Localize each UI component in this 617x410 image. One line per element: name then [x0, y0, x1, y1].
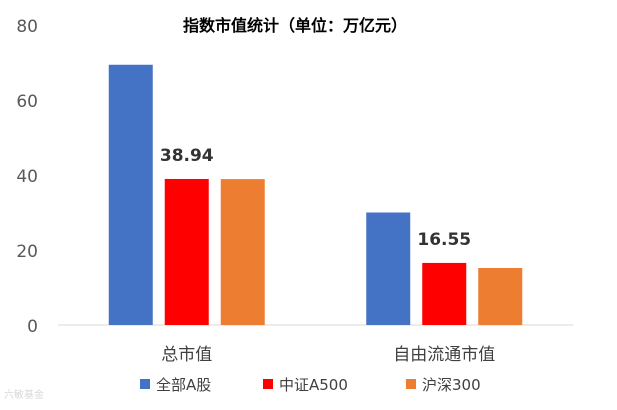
bar-3-2	[478, 268, 523, 325]
y-tick-label: 0	[27, 317, 38, 337]
legend-swatch	[263, 379, 273, 389]
data-labels: 38.94 16.55	[160, 146, 471, 250]
y-tick-label: 80	[16, 17, 38, 37]
x-tick-label: 自由流通市值	[393, 345, 495, 365]
y-tick-label: 40	[16, 167, 38, 187]
data-label: 16.55	[417, 230, 471, 250]
y-tick-label: 20	[16, 242, 38, 262]
watermark: 六敏基金	[4, 390, 44, 401]
bar-2-2	[422, 262, 467, 325]
legend: 全部A股 中证A500 沪深300	[140, 376, 481, 394]
legend-label: 全部A股	[156, 376, 211, 394]
bar-1-1	[108, 64, 153, 325]
y-tick-label: 60	[16, 92, 38, 112]
legend-label: 中证A500	[279, 376, 348, 394]
bars	[108, 64, 523, 325]
legend-label: 沪深300	[422, 376, 481, 394]
legend-swatch	[406, 379, 416, 389]
data-label: 38.94	[160, 146, 214, 166]
x-tick-label: 总市值	[161, 345, 212, 365]
bar-1-2	[366, 212, 411, 325]
legend-swatch	[140, 379, 150, 389]
chart-title: 指数市值统计（单位：万亿元）	[183, 16, 407, 35]
x-axis-labels: 总市值 自由流通市值	[161, 345, 495, 365]
bar-2-1	[164, 178, 209, 325]
bar-3-1	[220, 179, 265, 325]
y-axis: 0 20 40 60 80	[16, 17, 38, 337]
